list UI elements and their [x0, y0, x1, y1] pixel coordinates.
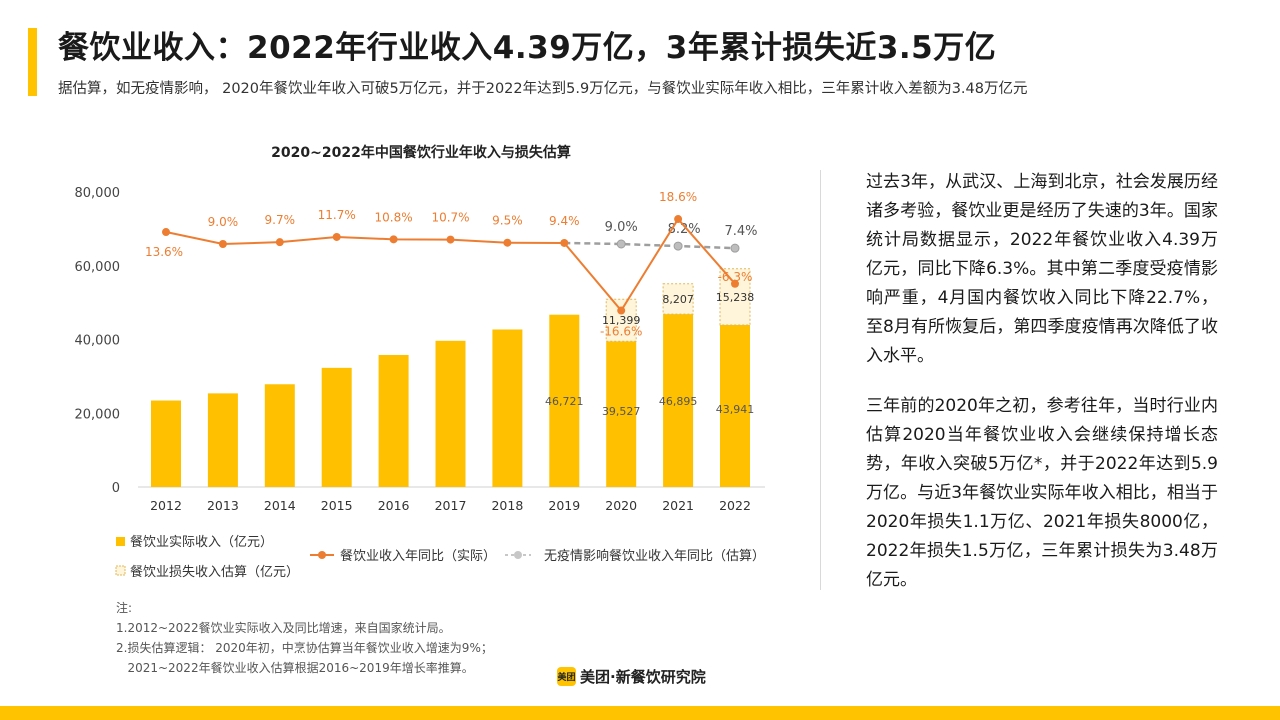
revenue-chart: 2020~2022年中国餐饮行业年收入与损失估算 0 20,000 40,000 60,… — [75, 144, 766, 580]
notes-line-1: 1.2012~2022餐饮业实际收入及同比增速，来自国家统计局。 — [116, 621, 451, 635]
actual-yoy-point — [446, 235, 455, 244]
x-tick-label: 2022 — [719, 498, 751, 513]
commentary-paragraph-1: 过去3年，从武汉、上海到北京，社会发展历经诸多考验，餐饮业更是经历了失速的3年。… — [866, 172, 1218, 366]
x-tick-label: 2013 — [207, 498, 239, 513]
actual-yoy-data-label: 11.7% — [318, 208, 356, 222]
revenue-bar — [663, 314, 694, 487]
loss-bar-data-label: 8,207 — [662, 293, 694, 306]
estimated-yoy-data-label: 9.0% — [605, 220, 638, 235]
actual-yoy-data-label: 9.0% — [208, 215, 239, 229]
revenue-bar-data-label: 43,941 — [716, 403, 755, 416]
actual-yoy-data-label: -6.3% — [718, 270, 753, 284]
x-tick-label: 2014 — [264, 498, 296, 513]
notes-heading: 注: — [116, 601, 133, 615]
actual-yoy-line — [165, 217, 736, 313]
title-accent-bar — [28, 28, 37, 96]
brand-logo: 美团 美团·新餐饮研究院 — [557, 666, 706, 687]
legend-swatch-loss — [115, 565, 126, 576]
page-title: 餐饮业收入：2022年行业收入4.39万亿，3年累计损失近3.5万亿 — [58, 30, 997, 66]
notes-line-2: 2.损失估算逻辑： 2020年初，中烹协估算当年餐饮业收入增速为9%； — [116, 641, 493, 655]
revenue-bar — [549, 314, 580, 487]
x-tick-label: 2016 — [378, 498, 410, 513]
loss-bar — [662, 283, 694, 315]
revenue-bar — [435, 340, 466, 487]
legend-marker-actual — [318, 551, 326, 559]
revenue-bar — [606, 341, 637, 487]
actual-yoy-point — [332, 232, 341, 241]
meituan-logo-icon: 美团 — [557, 667, 576, 686]
commentary-paragraph-2: 三年前的2020年之初，参考往年，当时行业内估算2020当年餐饮业收入会继续保持… — [866, 396, 1218, 590]
estimated-yoy-point — [616, 239, 626, 249]
actual-yoy-point — [162, 228, 170, 237]
actual-yoy-data-label: -16.6% — [600, 325, 642, 339]
x-tick-label: 2012 — [150, 498, 182, 513]
actual-yoy-point — [617, 306, 626, 315]
revenue-bar — [492, 329, 523, 487]
actual-yoy-data-label: 13.6% — [145, 245, 183, 259]
logo-text: 美团·新餐饮研究院 — [580, 668, 706, 686]
loss-bar — [719, 268, 751, 326]
y-tick-label: 80,000 — [75, 186, 121, 201]
legend-label-loss: 餐饮业损失收入估算（亿元） — [130, 564, 299, 580]
x-tick-label: 2019 — [548, 498, 580, 513]
page-subtitle: 据估算，如无疫情影响， 2020年餐饮业年收入可破5万亿元，并于2022年达到5… — [58, 81, 1028, 97]
actual-yoy-point — [275, 238, 284, 247]
legend-label-revenue: 餐饮业实际收入（亿元） — [130, 534, 273, 550]
actual-yoy-data-label: 9.7% — [265, 213, 296, 227]
x-tick-label: 2017 — [435, 498, 467, 513]
x-tick-label: 2018 — [491, 498, 523, 513]
legend-marker-estimate — [514, 551, 522, 559]
actual-yoy-point — [731, 279, 739, 288]
revenue-bar — [378, 354, 409, 487]
estimated-yoy-line — [564, 241, 736, 250]
estimated-yoy-point — [673, 241, 683, 251]
revenue-bar — [321, 367, 352, 487]
y-tick-label: 20,000 — [75, 407, 121, 422]
actual-yoy-data-label: 10.7% — [431, 211, 469, 225]
y-tick-label: 40,000 — [75, 334, 121, 349]
actual-yoy-point — [389, 235, 398, 244]
actual-yoy-point — [503, 238, 512, 247]
x-tick-label: 2020 — [605, 498, 637, 513]
actual-yoy-data-label: 9.5% — [492, 214, 523, 228]
revenue-bar — [720, 324, 750, 487]
actual-yoy-point — [218, 240, 227, 248]
actual-yoy-point — [674, 215, 683, 224]
revenue-bar-data-label: 39,527 — [602, 405, 641, 418]
x-tick-label: 2021 — [662, 498, 694, 513]
vertical-divider — [820, 170, 821, 590]
revenue-bar — [151, 400, 181, 487]
estimated-yoy-data-label: 8.2% — [668, 222, 701, 237]
chart-notes: 注: 1.2012~2022餐饮业实际收入及同比增速，来自国家统计局。 2.损失… — [116, 598, 493, 678]
chart-title: 2020~2022年中国餐饮行业年收入与损失估算 — [271, 144, 571, 161]
legend-swatch-revenue — [116, 537, 125, 546]
revenue-bar — [264, 384, 295, 487]
revenue-bar-data-label: 46,895 — [659, 395, 698, 408]
x-tick-label: 2015 — [321, 498, 353, 513]
estimated-yoy-point — [730, 243, 740, 253]
revenue-bar — [207, 393, 238, 487]
legend-label-actual: 餐饮业收入年同比（实际） — [340, 548, 496, 564]
notes-line-3: 2021~2022年餐饮业收入估算根据2016~2019年增长率推算。 — [116, 661, 474, 675]
estimated-yoy-data-label: 7.4% — [724, 224, 757, 239]
revenue-bar-data-label: 46,721 — [545, 395, 584, 408]
loss-bar-data-label: 11,399 — [602, 314, 641, 327]
y-tick-label: 60,000 — [75, 260, 121, 275]
actual-yoy-data-label: 18.6% — [659, 190, 697, 204]
loss-bar-data-label: 15,238 — [716, 291, 755, 304]
y-tick-label: 0 — [112, 481, 120, 496]
actual-yoy-data-label: 10.8% — [375, 210, 413, 224]
loss-bar — [605, 298, 637, 342]
footer-band — [0, 706, 1280, 720]
legend-label-estimate: 无疫情影响餐饮业收入年同比（估算） — [544, 548, 765, 564]
actual-yoy-point — [560, 238, 569, 247]
actual-yoy-data-label: 9.4% — [549, 214, 580, 228]
